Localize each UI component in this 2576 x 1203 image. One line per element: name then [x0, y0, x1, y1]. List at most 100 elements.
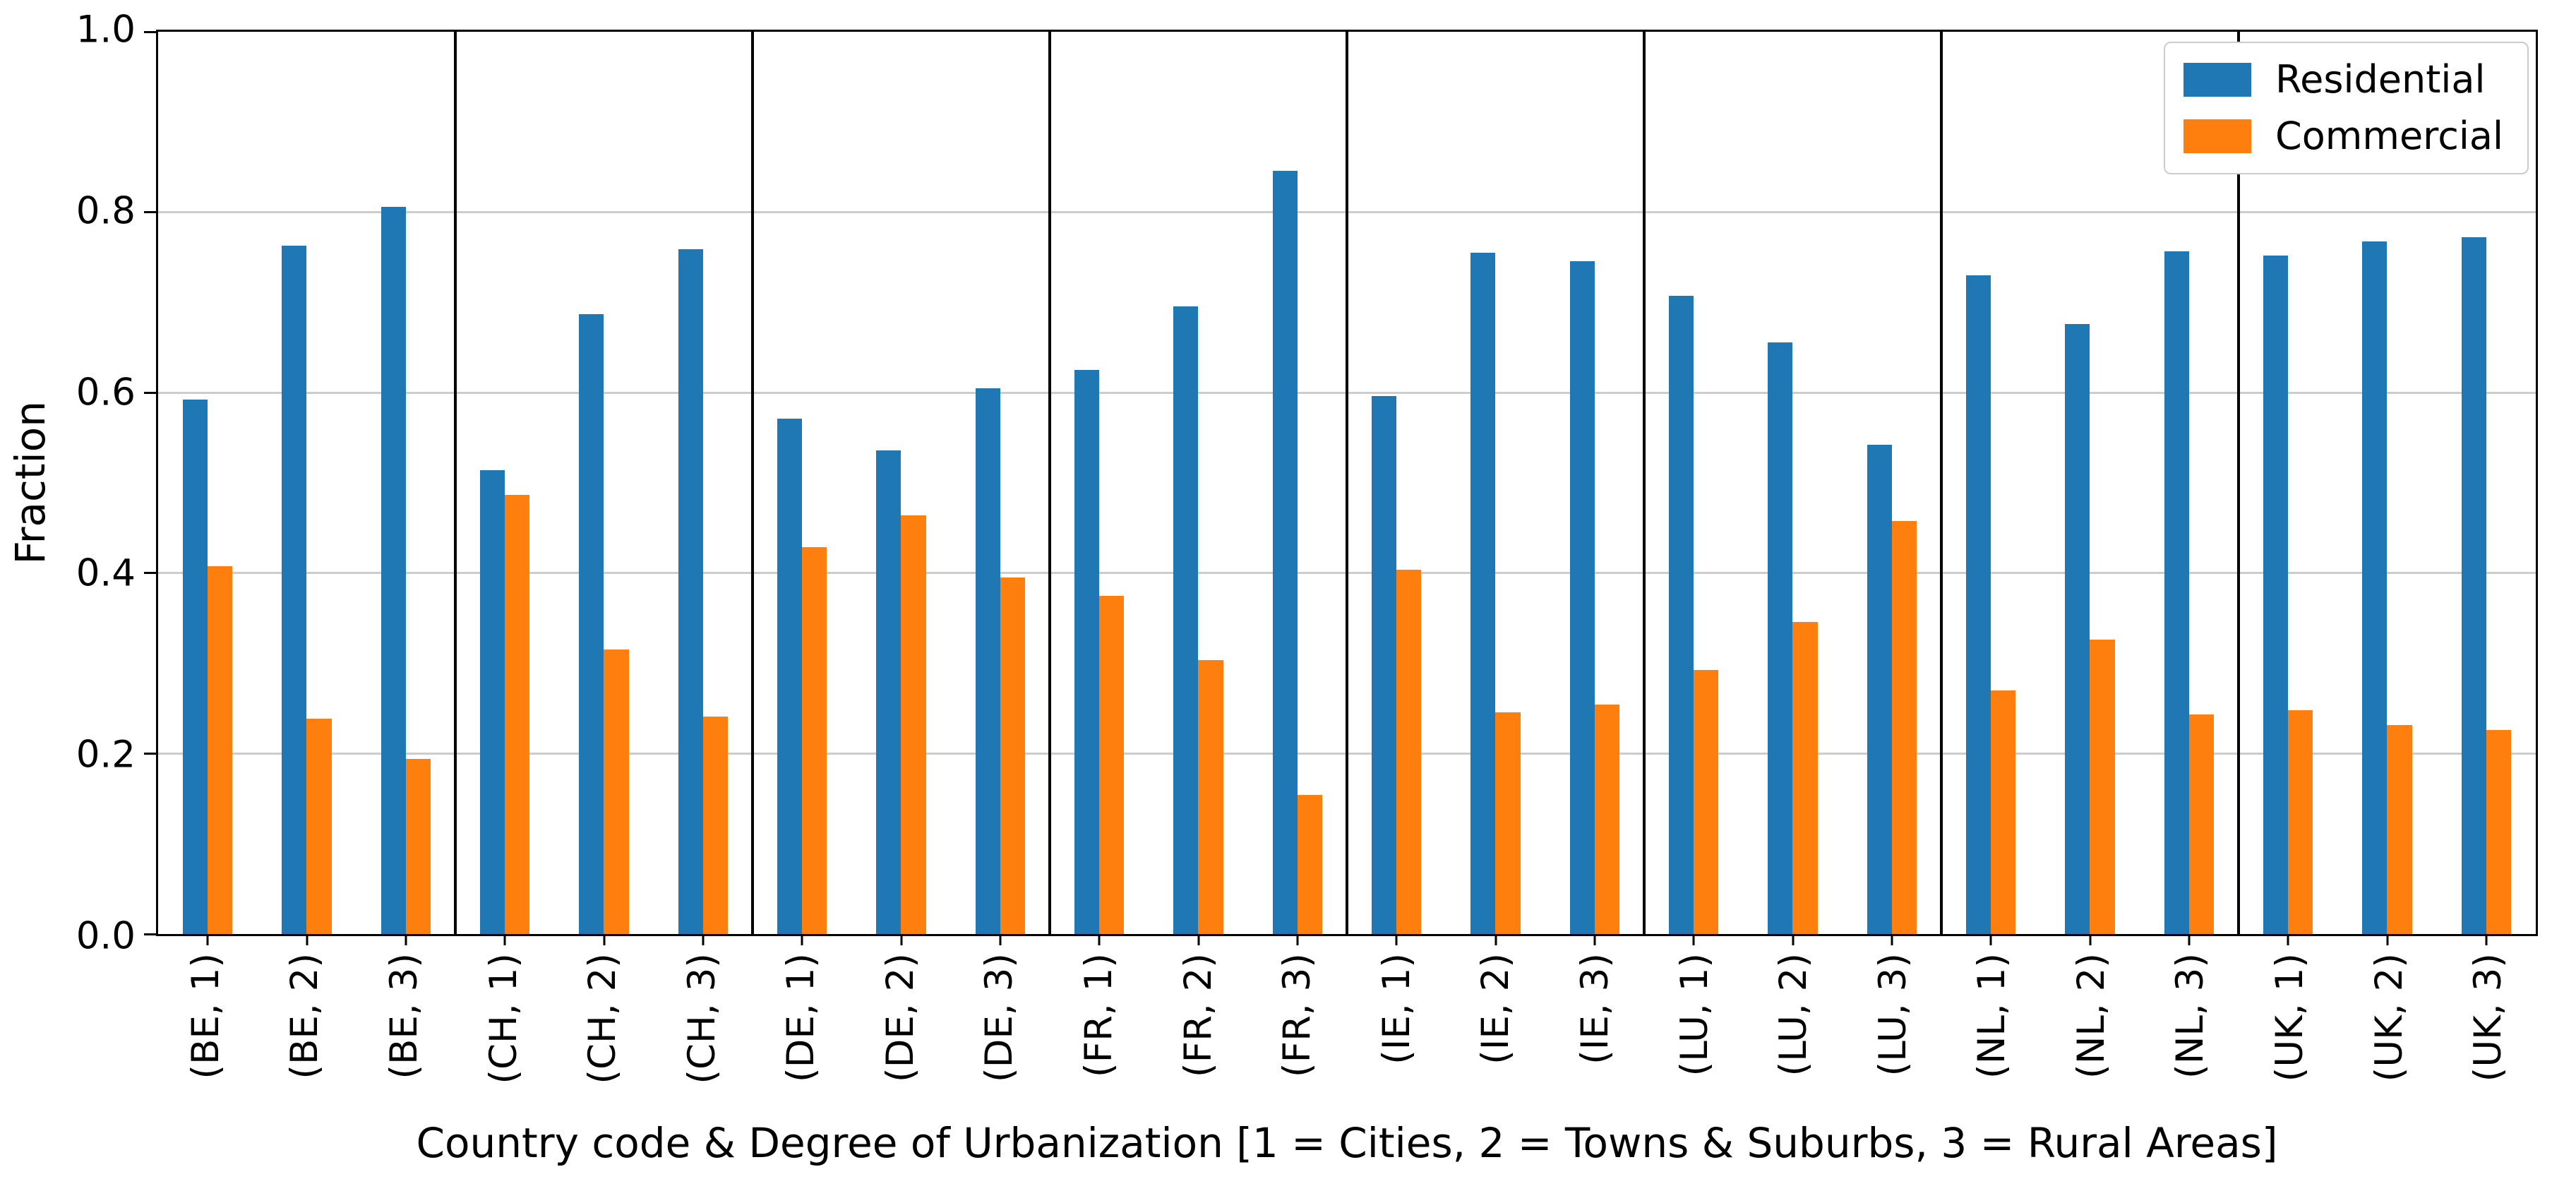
bar-commercial: [1495, 712, 1521, 934]
x-tick-label: (NL, 1): [1970, 953, 2014, 1079]
x-tick-label: (FR, 3): [1276, 953, 1319, 1078]
x-tick-label-cell: (DE, 2): [851, 953, 950, 1119]
x-tick-label: (LU, 2): [1772, 953, 1816, 1077]
bar-residential: [381, 206, 406, 934]
bar-group: [753, 32, 851, 934]
bar-residential: [1768, 342, 1793, 934]
bar-residential: [480, 470, 505, 934]
bar-residential: [1074, 370, 1100, 934]
bar-commercial: [1198, 659, 1223, 934]
group-separator: [454, 32, 457, 934]
x-tick-label: (IE, 3): [1573, 953, 1617, 1065]
bar-commercial: [604, 650, 629, 934]
x-tick: [801, 934, 803, 945]
bar-commercial: [1792, 621, 1818, 934]
x-tick: [206, 934, 209, 945]
x-tick-label-cell: (IE, 2): [1446, 953, 1546, 1119]
x-tick-label-cell: (CH, 2): [553, 953, 652, 1119]
x-tick-label: (LU, 3): [1871, 953, 1915, 1077]
bar-residential: [1470, 253, 1496, 934]
x-tick-label: (BE, 3): [382, 953, 426, 1079]
y-tick-label: 0.6: [76, 371, 136, 414]
x-tick-label-cell: (LU, 1): [1645, 953, 1744, 1119]
bar-group: [1843, 32, 1941, 934]
x-tick-label-cell: (FR, 3): [1247, 953, 1347, 1119]
bar-residential: [2461, 237, 2486, 934]
bar-group: [2437, 32, 2536, 934]
x-tick-label-cell: (BE, 2): [256, 953, 355, 1119]
bar-group: [1347, 32, 1446, 934]
x-tick: [1792, 934, 1794, 945]
x-tick: [999, 934, 1002, 945]
x-tick-label: (IE, 2): [1474, 953, 1518, 1065]
bar-commercial: [2486, 730, 2511, 934]
bar-group: [2239, 32, 2337, 934]
x-tick: [1395, 934, 1398, 945]
x-tick-label: (BE, 2): [283, 953, 327, 1079]
y-axis-tick-labels: 0.0 0.2 0.4 0.6 0.8 1.0: [0, 11, 136, 955]
x-tick-label-cell: (NL, 1): [1943, 953, 2042, 1119]
x-tick-label: (UK, 1): [2268, 953, 2312, 1082]
x-tick-label: (DE, 1): [779, 953, 823, 1083]
bar-commercial: [1396, 569, 1422, 934]
bar-residential: [1867, 445, 1892, 934]
bar-group: [1446, 32, 1545, 934]
x-tick: [1098, 934, 1101, 945]
x-tick-label-cell: (LU, 2): [1744, 953, 1843, 1119]
bar-group: [1149, 32, 1247, 934]
bar-group: [554, 32, 653, 934]
bar-group: [951, 32, 1050, 934]
x-tick: [1296, 934, 1299, 945]
group-separator: [1346, 32, 1348, 934]
y-tick: [144, 572, 156, 575]
group-separator: [1048, 32, 1051, 934]
x-tick-label-cell: (UK, 3): [2438, 953, 2538, 1119]
x-tick: [702, 934, 705, 945]
bar-residential: [876, 450, 901, 934]
bar-commercial: [1099, 595, 1125, 934]
y-tick-label: 0.4: [76, 551, 136, 595]
bar-group: [2337, 32, 2436, 934]
x-tick: [2188, 934, 2191, 945]
bar-commercial: [1694, 669, 1719, 934]
x-tick: [306, 934, 308, 945]
y-tick-label: 0.8: [76, 189, 136, 233]
bar-commercial: [1991, 690, 2016, 934]
bar-commercial: [1891, 520, 1917, 934]
x-tick-label-cell: (IE, 3): [1545, 953, 1645, 1119]
bar-group: [654, 32, 753, 934]
x-tick: [2485, 934, 2488, 945]
x-tick: [1494, 934, 1497, 945]
group-separator: [2237, 32, 2240, 934]
bar-commercial: [2090, 640, 2115, 934]
bar-commercial: [208, 565, 233, 934]
group-separator: [751, 32, 754, 934]
x-tick-label: (DE, 3): [978, 953, 1022, 1083]
bar-group: [2040, 32, 2139, 934]
x-tick-label: (CH, 1): [481, 953, 525, 1084]
x-tick-label: (NL, 3): [2169, 953, 2212, 1079]
x-tick: [2287, 934, 2289, 945]
y-tick-label: 1.0: [76, 8, 136, 52]
bar-commercial: [802, 546, 827, 934]
x-tick-label: (LU, 1): [1672, 953, 1716, 1077]
bar-residential: [183, 400, 208, 934]
bar-group: [1050, 32, 1149, 934]
x-tick: [1891, 934, 1893, 945]
bar-group: [1941, 32, 2040, 934]
x-tick-label-cell: (CH, 1): [454, 953, 553, 1119]
residential-swatch: [2183, 63, 2252, 97]
bar-commercial: [2288, 710, 2313, 934]
x-tick-label: (UK, 3): [2467, 953, 2510, 1082]
bar-commercial: [306, 718, 332, 934]
bar-residential: [1272, 170, 1298, 934]
y-tick-label: 0.0: [76, 914, 136, 958]
bar-commercial: [901, 515, 926, 934]
bar-residential: [2164, 251, 2189, 934]
x-tick-label: (UK, 2): [2367, 953, 2411, 1082]
bar-residential: [975, 388, 1000, 934]
y-tick: [144, 391, 156, 394]
x-axis-tick-labels: (BE, 1) (BE, 2) (BE, 3) (CH, 1) (CH, 2) (CH, …: [156, 953, 2538, 1119]
x-tick-label: (FR, 1): [1077, 953, 1121, 1078]
